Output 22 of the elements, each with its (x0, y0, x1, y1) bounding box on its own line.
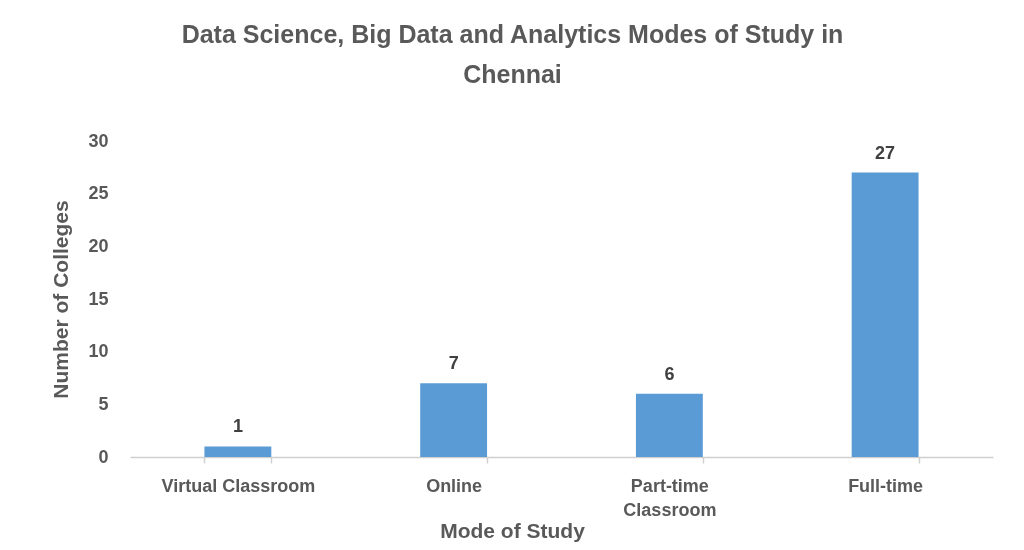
y-tick-label: 30 (88, 130, 109, 151)
bar (204, 446, 272, 457)
bar (420, 383, 488, 457)
data-label: 7 (448, 353, 459, 374)
data-label: 27 (875, 142, 896, 163)
chart-title: Data Science, Big Data and Analytics Modes of Study in Chennai (181, 20, 844, 88)
data-label: 1 (232, 416, 243, 437)
bar (635, 393, 703, 457)
y-tick-label: 20 (88, 235, 109, 256)
bar (851, 172, 919, 457)
x-axis-title: Mode of Study (440, 518, 586, 542)
x-tick-label: Online (426, 475, 483, 496)
y-tick-label: 10 (88, 341, 109, 362)
data-label: 6 (664, 363, 675, 384)
y-axis-title: Number of Colleges (49, 200, 73, 399)
y-tick-label: 25 (88, 183, 109, 204)
x-tick-label: Full-time (848, 475, 924, 496)
x-tick-label: Part-time Classroom (623, 475, 717, 520)
y-tick-label: 0 (98, 446, 109, 467)
x-tick-label: Virtual Classroom (161, 475, 316, 496)
y-tick-label: 5 (98, 393, 109, 414)
y-tick-label: 15 (88, 288, 109, 309)
